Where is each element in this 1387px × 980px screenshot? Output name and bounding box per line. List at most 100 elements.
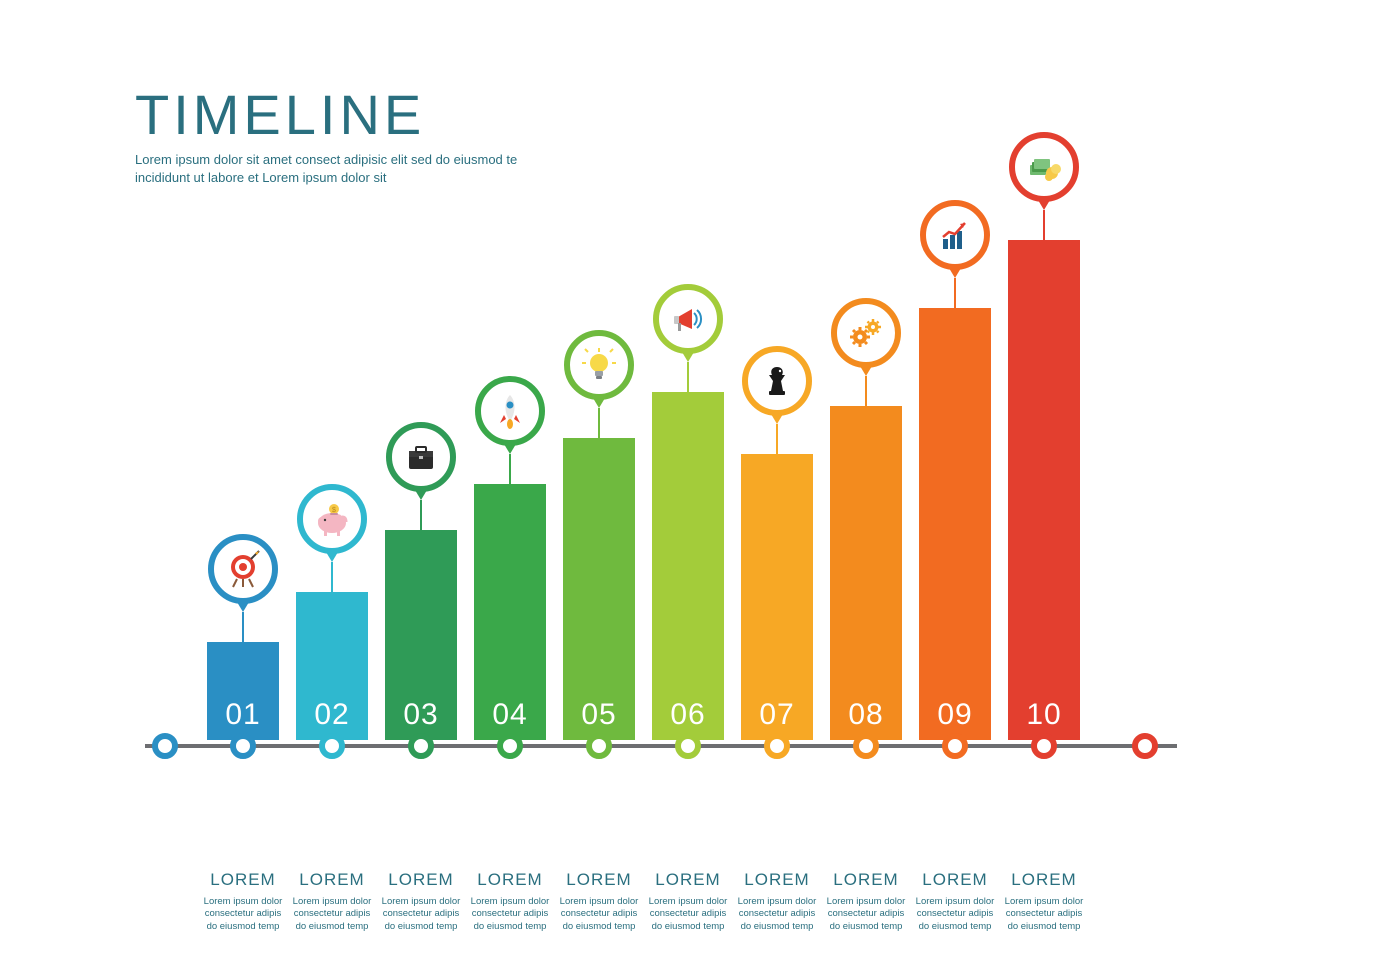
- bar-number: 02: [296, 698, 368, 732]
- label-column: LOREM Lorem ipsum dolor consectetur adipi…: [558, 870, 640, 933]
- pin: [564, 330, 634, 438]
- label-column: LOREM Lorem ipsum dolor consectetur adipi…: [380, 870, 462, 933]
- bar-number: 08: [830, 698, 902, 732]
- label-column: LOREM Lorem ipsum dolor consectetur adipi…: [291, 870, 373, 933]
- label-column: LOREM Lorem ipsum dolor consectetur adipi…: [914, 870, 996, 933]
- bar-item: 04: [474, 484, 546, 740]
- label-body: Lorem ipsum dolor consectetur adipis do …: [380, 896, 462, 933]
- bar: 09: [919, 308, 991, 740]
- money-icon: [1009, 132, 1079, 202]
- pin-stem: [954, 278, 956, 308]
- bar-number: 10: [1008, 698, 1080, 732]
- lightbulb-icon: [564, 330, 634, 400]
- bar-chart: 01 02 03 04 05 06 07 08 09 10: [145, 140, 1245, 740]
- target-icon: [208, 534, 278, 604]
- axis-dot: [230, 733, 256, 759]
- label-title: LOREM: [469, 870, 551, 890]
- label-column: LOREM Lorem ipsum dolor consectetur adipi…: [202, 870, 284, 933]
- axis-dot: [408, 733, 434, 759]
- pin-stem: [598, 408, 600, 438]
- pin: [475, 376, 545, 484]
- label-title: LOREM: [291, 870, 373, 890]
- rocket-icon: [475, 376, 545, 446]
- bar-item: 10: [1008, 240, 1080, 740]
- label-body: Lorem ipsum dolor consectetur adipis do …: [558, 896, 640, 933]
- pin: [297, 484, 367, 592]
- axis-dot: [1031, 733, 1057, 759]
- axis-end-dot: [152, 733, 178, 759]
- bar-item: 03: [385, 530, 457, 740]
- axis-dot: [764, 733, 790, 759]
- label-body: Lorem ipsum dolor consectetur adipis do …: [736, 896, 818, 933]
- bar-number: 01: [207, 698, 279, 732]
- chess-icon: [742, 346, 812, 416]
- pin-stem: [331, 562, 333, 592]
- axis-end-dot: [1132, 733, 1158, 759]
- bar: 01: [207, 642, 279, 740]
- pin: [831, 298, 901, 406]
- axis-dot: [497, 733, 523, 759]
- label-body: Lorem ipsum dolor consectetur adipis do …: [202, 896, 284, 933]
- bar: 05: [563, 438, 635, 740]
- bar-item: 09: [919, 308, 991, 740]
- bar-number: 09: [919, 698, 991, 732]
- bar-number: 05: [563, 698, 635, 732]
- bar: 03: [385, 530, 457, 740]
- label-body: Lorem ipsum dolor consectetur adipis do …: [825, 896, 907, 933]
- megaphone-icon: [653, 284, 723, 354]
- label-column: LOREM Lorem ipsum dolor consectetur adipi…: [469, 870, 551, 933]
- label-title: LOREM: [736, 870, 818, 890]
- label-title: LOREM: [558, 870, 640, 890]
- axis-dot: [319, 733, 345, 759]
- bar-item: 06: [652, 392, 724, 740]
- gears-icon: [831, 298, 901, 368]
- label-body: Lorem ipsum dolor consectetur adipis do …: [647, 896, 729, 933]
- bar: 02: [296, 592, 368, 740]
- pin: [920, 200, 990, 308]
- pin: [208, 534, 278, 642]
- bar-number: 04: [474, 698, 546, 732]
- page-title: TIMELINE: [135, 82, 565, 147]
- pin: [1009, 132, 1079, 240]
- label-body: Lorem ipsum dolor consectetur adipis do …: [914, 896, 996, 933]
- label-title: LOREM: [1003, 870, 1085, 890]
- piggy-bank-icon: [297, 484, 367, 554]
- pin: [386, 422, 456, 530]
- label-column: LOREM Lorem ipsum dolor consectetur adipi…: [825, 870, 907, 933]
- label-title: LOREM: [380, 870, 462, 890]
- pin-stem: [687, 362, 689, 392]
- bar-item: 07: [741, 454, 813, 740]
- bar: 04: [474, 484, 546, 740]
- pin-stem: [420, 500, 422, 530]
- briefcase-icon: [386, 422, 456, 492]
- bar-number: 03: [385, 698, 457, 732]
- label-body: Lorem ipsum dolor consectetur adipis do …: [1003, 896, 1085, 933]
- label-title: LOREM: [202, 870, 284, 890]
- bar: 10: [1008, 240, 1080, 740]
- axis-dot: [942, 733, 968, 759]
- label-column: LOREM Lorem ipsum dolor consectetur adipi…: [647, 870, 729, 933]
- pin-stem: [509, 454, 511, 484]
- bar: 06: [652, 392, 724, 740]
- axis-line: [145, 744, 1177, 748]
- bar-number: 06: [652, 698, 724, 732]
- pin-stem: [776, 424, 778, 454]
- label-body: Lorem ipsum dolor consectetur adipis do …: [469, 896, 551, 933]
- label-column: LOREM Lorem ipsum dolor consectetur adipi…: [736, 870, 818, 933]
- label-title: LOREM: [647, 870, 729, 890]
- axis-dot: [675, 733, 701, 759]
- bar: 07: [741, 454, 813, 740]
- axis-dot: [586, 733, 612, 759]
- label-body: Lorem ipsum dolor consectetur adipis do …: [291, 896, 373, 933]
- label-title: LOREM: [914, 870, 996, 890]
- axis-dot: [853, 733, 879, 759]
- bar-number: 07: [741, 698, 813, 732]
- bar-item: 01: [207, 642, 279, 740]
- pin: [742, 346, 812, 454]
- pin-stem: [242, 612, 244, 642]
- bar: 08: [830, 406, 902, 740]
- bar-item: 05: [563, 438, 635, 740]
- bar-item: 02: [296, 592, 368, 740]
- bar-item: 08: [830, 406, 902, 740]
- label-title: LOREM: [825, 870, 907, 890]
